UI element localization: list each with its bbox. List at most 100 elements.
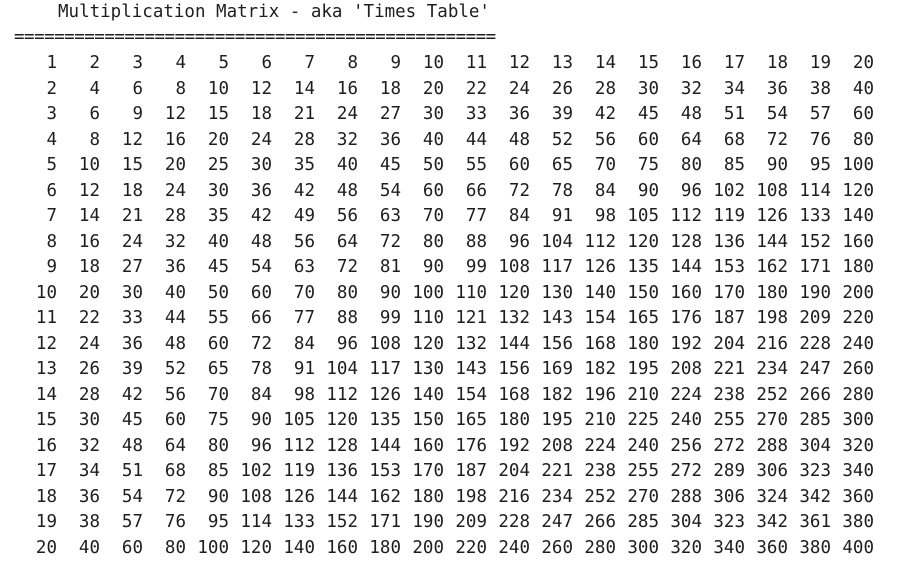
matrix-cell: 80 bbox=[164, 537, 186, 558]
matrix-cell: 228 bbox=[799, 333, 831, 354]
matrix-cell: 80 bbox=[422, 231, 444, 252]
console-title: Multiplication Matrix - aka 'Times Table… bbox=[58, 2, 490, 22]
separator-rule: ========================================… bbox=[14, 27, 496, 47]
matrix-cell: 60 bbox=[508, 155, 530, 175]
matrix-cell: 40 bbox=[164, 282, 186, 303]
matrix-cell: 119 bbox=[713, 206, 745, 226]
matrix-cell: 192 bbox=[670, 333, 702, 354]
matrix-cell: 135 bbox=[627, 257, 659, 277]
matrix-cell: 100 bbox=[842, 155, 874, 175]
matrix-cell: 304 bbox=[670, 512, 702, 532]
matrix-cell: 95 bbox=[809, 155, 831, 175]
matrix-cell: 208 bbox=[541, 435, 573, 456]
matrix-cell: 117 bbox=[541, 257, 573, 277]
matrix-cell: 108 bbox=[369, 333, 401, 354]
matrix-cell: 22 bbox=[465, 78, 487, 99]
matrix-cell: 16 bbox=[78, 231, 100, 252]
matrix-cell: 150 bbox=[627, 282, 659, 303]
matrix-cell: 144 bbox=[670, 257, 702, 277]
matrix-cell: 64 bbox=[164, 435, 186, 456]
matrix-cell: 57 bbox=[809, 104, 831, 124]
matrix-cell: 133 bbox=[799, 206, 831, 226]
matrix-cell: 20 bbox=[35, 537, 57, 558]
matrix-cell: 266 bbox=[584, 512, 616, 532]
matrix-cell: 14 bbox=[293, 78, 315, 99]
matrix-cell: 165 bbox=[455, 410, 487, 430]
matrix-cell: 42 bbox=[250, 206, 272, 226]
matrix-cell: 220 bbox=[842, 308, 874, 328]
matrix-cell: 144 bbox=[756, 231, 788, 252]
matrix-cell: 48 bbox=[336, 180, 358, 201]
matrix-cell: 88 bbox=[465, 231, 487, 252]
matrix-cell: 240 bbox=[498, 537, 530, 558]
matrix-cell: 16 bbox=[164, 129, 186, 150]
matrix-cell: 50 bbox=[207, 282, 229, 303]
matrix-cell: 70 bbox=[293, 282, 315, 303]
matrix-cell: 255 bbox=[627, 461, 659, 481]
matrix-cell: 112 bbox=[283, 435, 315, 456]
matrix-cell: 153 bbox=[713, 257, 745, 277]
matrix-cell: 204 bbox=[498, 461, 530, 481]
matrix-cell: 11 bbox=[465, 53, 487, 73]
matrix-cell: 143 bbox=[455, 359, 487, 379]
matrix-cell: 3 bbox=[132, 53, 143, 73]
matrix-cell: 225 bbox=[627, 410, 659, 430]
matrix-cell: 323 bbox=[713, 512, 745, 532]
matrix-cell: 57 bbox=[121, 512, 143, 532]
matrix-cell: 11 bbox=[35, 308, 57, 328]
matrix-cell: 49 bbox=[293, 206, 315, 226]
matrix-cell: 4 bbox=[175, 53, 186, 73]
matrix-cell: 72 bbox=[250, 333, 272, 354]
matrix-cell: 56 bbox=[594, 129, 616, 150]
matrix-cell: 45 bbox=[207, 257, 229, 277]
matrix-cell: 30 bbox=[422, 104, 444, 124]
matrix-cell: 16 bbox=[35, 435, 57, 456]
matrix-cell: 40 bbox=[422, 129, 444, 150]
matrix-row: 11 22 33 44 55 66 77 88 99 110 121 132 143 154 165 176 1… bbox=[14, 306, 874, 332]
matrix-cell: 247 bbox=[541, 512, 573, 532]
matrix-row: 19 38 57 76 95 114 133 152 171 190 209 228 247 266 285… bbox=[14, 510, 874, 536]
matrix-cell: 15 bbox=[35, 410, 57, 430]
matrix-row: 14 28 42 56 70 84 98 112 126 140 154 168 182 196 210 22… bbox=[14, 383, 874, 409]
matrix-row: 8 16 24 32 40 48 56 64 72 80 88 96 104 112 120 128 136 14… bbox=[14, 230, 874, 256]
matrix-cell: 198 bbox=[756, 308, 788, 328]
matrix-cell: 112 bbox=[670, 206, 702, 226]
matrix-cell: 209 bbox=[799, 308, 831, 328]
matrix-cell: 180 bbox=[627, 333, 659, 354]
matrix-cell: 200 bbox=[842, 282, 874, 303]
matrix-cell: 255 bbox=[713, 410, 745, 430]
matrix-cell: 140 bbox=[584, 282, 616, 303]
matrix-cell: 196 bbox=[584, 384, 616, 405]
matrix-cell: 44 bbox=[465, 129, 487, 150]
matrix-cell: 288 bbox=[670, 486, 702, 507]
matrix-cell: 20 bbox=[164, 155, 186, 175]
matrix-cell: 91 bbox=[551, 206, 573, 226]
matrix-row: 10 20 30 40 50 60 70 80 90 100 110 120 130 140 150 160 1… bbox=[14, 281, 874, 307]
matrix-cell: 221 bbox=[541, 461, 573, 481]
matrix-cell: 76 bbox=[809, 129, 831, 150]
matrix-cell: 160 bbox=[326, 537, 358, 558]
matrix-cell: 22 bbox=[78, 308, 100, 328]
matrix-cell: 42 bbox=[293, 180, 315, 201]
matrix-cell: 208 bbox=[670, 359, 702, 379]
matrix-cell: 104 bbox=[541, 231, 573, 252]
matrix-body: 1 2 3 4 5 6 7 8 9 10 11 12 13 14 15 16 17 18 19 20 2 4 6 8 10 12 1… bbox=[14, 51, 874, 561]
matrix-cell: 156 bbox=[541, 333, 573, 354]
matrix-cell: 24 bbox=[250, 129, 272, 150]
matrix-cell: 6 bbox=[89, 104, 100, 124]
multiplication-matrix: 1 2 3 4 5 6 7 8 9 10 11 12 13 14 15 16 17 18 19 20 2 4 6 8 10 12 1… bbox=[14, 51, 874, 561]
matrix-cell: 126 bbox=[283, 486, 315, 507]
matrix-cell: 42 bbox=[121, 384, 143, 405]
matrix-cell: 320 bbox=[842, 435, 874, 456]
matrix-cell: 28 bbox=[164, 206, 186, 226]
matrix-cell: 39 bbox=[551, 104, 573, 124]
matrix-cell: 78 bbox=[551, 180, 573, 201]
matrix-cell: 8 bbox=[89, 129, 100, 150]
matrix-cell: 280 bbox=[842, 384, 874, 405]
matrix-cell: 60 bbox=[250, 282, 272, 303]
matrix-cell: 36 bbox=[766, 78, 788, 99]
matrix-cell: 112 bbox=[584, 231, 616, 252]
matrix-cell: 48 bbox=[121, 435, 143, 456]
matrix-cell: 60 bbox=[207, 333, 229, 354]
matrix-cell: 152 bbox=[326, 512, 358, 532]
